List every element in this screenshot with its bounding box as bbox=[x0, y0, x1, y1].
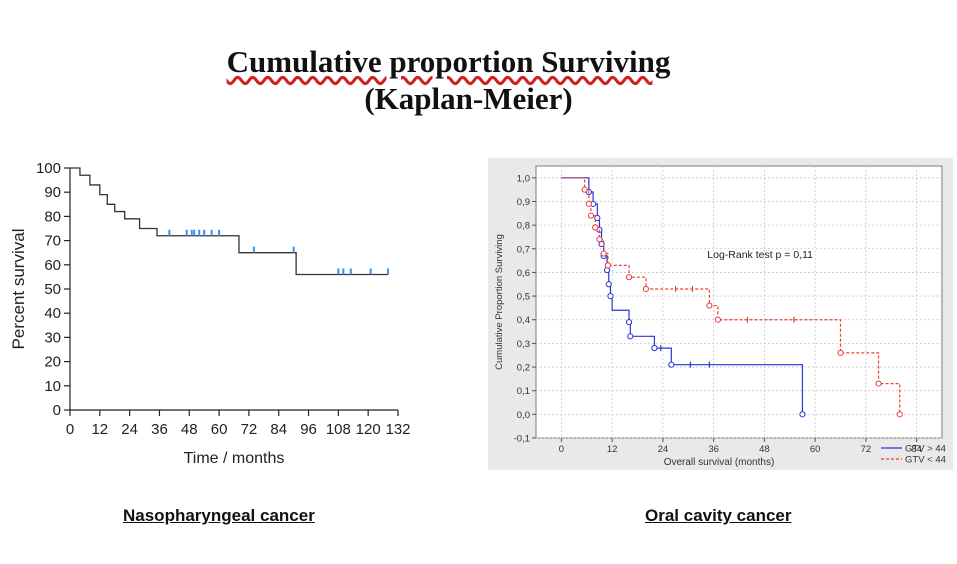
survival-curve-1 bbox=[561, 177, 901, 415]
y-tick-label: 0,5 bbox=[517, 292, 530, 303]
x-tick-label: 36 bbox=[708, 444, 719, 455]
x-tick-label: 60 bbox=[810, 444, 821, 455]
event-marker bbox=[605, 281, 612, 288]
event-marker bbox=[587, 212, 595, 219]
y-tick-label: 0,1 bbox=[517, 386, 530, 397]
event-marker bbox=[651, 345, 658, 352]
y-tick-label: 0,7 bbox=[517, 244, 530, 255]
y-tick-label: 20 bbox=[44, 354, 61, 371]
oral-cavity-km-chart: -0,1 0,0 0,1 0,2 0,3 0,4 0,5 0,6 0,7 0,8 0,9 1,0 0 12… bbox=[488, 158, 953, 470]
log-rank-annotation: Log-Rank test p = 0,11 bbox=[707, 249, 813, 261]
x-tick-label: 60 bbox=[211, 421, 228, 438]
y-tick-label: 50 bbox=[44, 281, 61, 298]
event-marker bbox=[706, 302, 713, 309]
x-tick-label: 24 bbox=[658, 444, 669, 455]
y-tick-label: 0,4 bbox=[517, 315, 530, 326]
y-tick-label: 80 bbox=[44, 208, 61, 225]
y-tick-label: 30 bbox=[44, 329, 61, 346]
x-tick-label: 96 bbox=[300, 421, 317, 438]
y-axis-label: Cumulative Proportion Surviving bbox=[494, 234, 505, 370]
event-marker bbox=[627, 333, 634, 340]
event-marker bbox=[642, 285, 650, 293]
slide-subtitle: (Kaplan-Meier) bbox=[364, 81, 573, 116]
event-marker bbox=[600, 250, 607, 257]
event-marker bbox=[581, 186, 588, 193]
y-tick-label: 40 bbox=[44, 305, 61, 322]
y-tick-label: 1,0 bbox=[517, 173, 530, 184]
y-tick-label: 0,9 bbox=[517, 197, 530, 208]
y-tick-label: 0 bbox=[53, 402, 61, 419]
plot-area bbox=[535, 165, 943, 439]
x-tick-label: 24 bbox=[121, 421, 138, 438]
x-tick-label: 0 bbox=[66, 421, 74, 438]
caption-nasopharyngeal: Nasopharyngeal cancer bbox=[123, 506, 315, 525]
event-marker bbox=[714, 316, 721, 323]
y-tick-label: 70 bbox=[44, 233, 61, 250]
x-tick-label: 48 bbox=[181, 421, 198, 438]
x-tick-label: 0 bbox=[559, 444, 564, 455]
event-marker bbox=[799, 411, 806, 418]
legend-label-1: GTV < 44 bbox=[905, 455, 946, 466]
x-tick-label: 84 bbox=[270, 421, 287, 438]
x-tick-label: 108 bbox=[326, 421, 351, 438]
caption-oral-cavity: Oral cavity cancer bbox=[645, 506, 792, 525]
survival-curve-0 bbox=[70, 167, 389, 276]
x-tick-label: 120 bbox=[356, 421, 381, 438]
event-marker bbox=[668, 361, 675, 368]
y-axis-label: Percent survival bbox=[9, 229, 28, 350]
event-marker bbox=[596, 236, 603, 243]
x-tick-label: 12 bbox=[607, 444, 618, 455]
x-axis-label: Time / months bbox=[184, 450, 285, 467]
x-tick-label: 48 bbox=[759, 444, 770, 455]
x-tick-label: 72 bbox=[861, 444, 872, 455]
event-marker bbox=[592, 224, 599, 231]
nasopharyngeal-km-chart: 0 10 20 30 40 50 60 70 80 90 100 0 12 24 36 48 60 72 84 96 1… bbox=[9, 160, 411, 467]
y-tick-label: -0,1 bbox=[514, 434, 530, 445]
event-marker bbox=[875, 380, 882, 387]
legend-label-0: GTV > 44 bbox=[905, 444, 946, 455]
y-tick-label: 10 bbox=[44, 378, 61, 395]
event-marker bbox=[625, 319, 633, 326]
event-marker bbox=[604, 262, 611, 269]
event-marker bbox=[837, 349, 844, 356]
y-tick-label: 0,6 bbox=[517, 268, 530, 279]
x-axis-label: Overall survival (months) bbox=[664, 457, 775, 468]
y-tick-label: 60 bbox=[44, 257, 61, 274]
y-tick-label: 0,3 bbox=[517, 339, 530, 350]
x-tick-label: 36 bbox=[151, 421, 168, 438]
event-marker bbox=[607, 292, 614, 300]
x-tick-label: 72 bbox=[241, 421, 258, 438]
x-tick-label: 84 bbox=[911, 444, 922, 455]
event-marker bbox=[625, 274, 633, 281]
y-tick-label: 0,0 bbox=[517, 410, 530, 421]
x-tick-label: 12 bbox=[91, 421, 108, 438]
event-marker bbox=[896, 411, 903, 418]
x-tick-label: 132 bbox=[385, 421, 410, 438]
event-marker bbox=[594, 214, 601, 222]
y-tick-label: 100 bbox=[36, 160, 61, 177]
y-tick-label: 0,2 bbox=[517, 363, 530, 374]
slide-title: Cumulative proportion Surviving bbox=[226, 44, 671, 79]
y-tick-label: 90 bbox=[44, 184, 61, 201]
y-tick-label: 0,8 bbox=[517, 221, 530, 232]
event-marker bbox=[585, 200, 592, 207]
